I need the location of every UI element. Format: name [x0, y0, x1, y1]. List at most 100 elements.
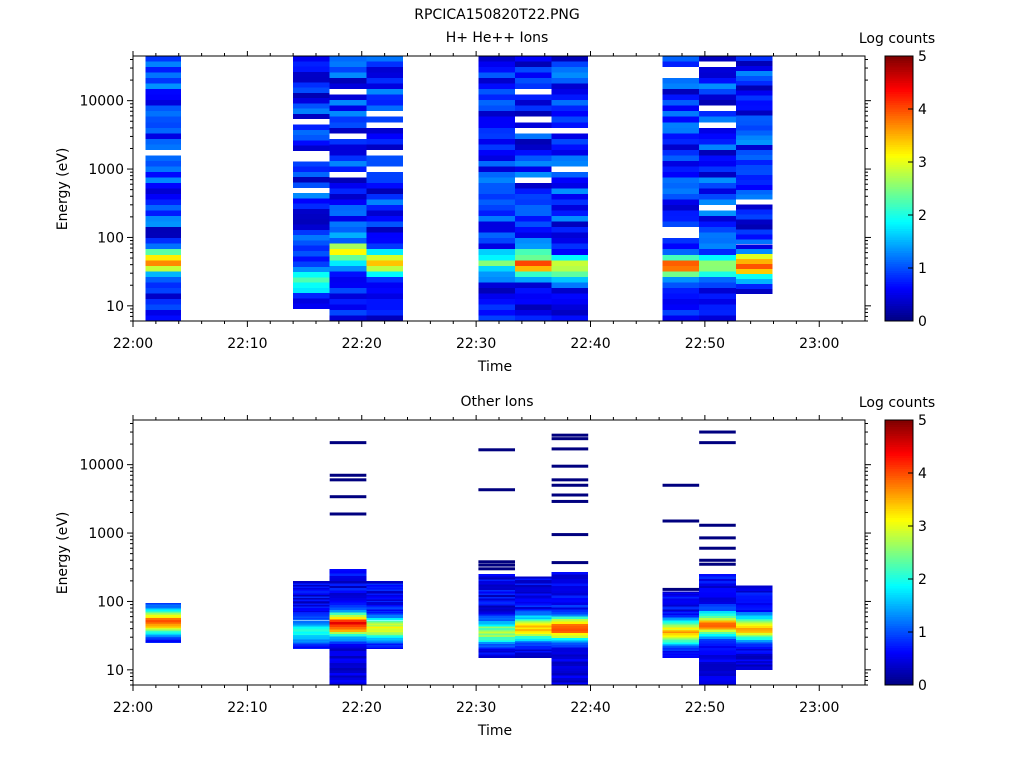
heatmap-cell: [551, 111, 589, 117]
heatmap-cell: [662, 171, 700, 178]
heatmap-cell: [662, 608, 700, 610]
heatmap-cell: [145, 210, 182, 217]
heatmap-cell: [551, 210, 589, 217]
heatmap-cell: [293, 625, 330, 627]
scan-1: [145, 56, 182, 321]
colorbar-swatch: [885, 464, 913, 467]
colorbar-swatch: [885, 73, 913, 77]
heatmap-cell: [478, 67, 516, 73]
colorbar-swatch: [885, 106, 913, 110]
heatmap-cell: [515, 576, 552, 579]
heatmap-cell: [329, 127, 367, 134]
heatmap-cell: [735, 647, 773, 649]
heatmap-cell: [662, 648, 700, 650]
heatmap-cell: [515, 602, 552, 604]
heatmap-cell: [515, 610, 552, 613]
heatmap-cell: [551, 614, 589, 617]
heatmap-cell: [366, 602, 403, 604]
heatmap-cell: [293, 606, 330, 608]
heatmap-cell: [478, 628, 516, 630]
heatmap-cell: [515, 578, 552, 581]
heatmap-cell: [366, 632, 403, 634]
colorbar-swatch: [885, 656, 913, 660]
heatmap-cell: [662, 287, 700, 294]
scan-5: [478, 574, 516, 658]
heatmap-cell: [293, 592, 330, 594]
heatmap-cell: [145, 630, 182, 632]
colorbar-swatch: [885, 201, 913, 205]
heatmap-cell: [366, 642, 403, 644]
heatmap-cell: [478, 83, 516, 90]
colorbar-tick-label: 5: [918, 413, 927, 429]
heatmap-cell: [662, 293, 700, 299]
heatmap-cell: [478, 586, 516, 589]
heatmap-cell: [515, 640, 552, 643]
heatmap-cell: [515, 622, 552, 624]
colorbar-swatch: [885, 470, 913, 474]
heatmap-cell: [293, 612, 330, 614]
heatmap-cell: [662, 188, 700, 195]
heatmap-cell: [293, 161, 330, 167]
heatmap-cell: [699, 116, 736, 123]
panel-h-he-ions-title: H+ He++ Ions: [446, 30, 549, 46]
sparse-count-line: [699, 536, 736, 540]
colorbar-swatch: [885, 102, 913, 106]
heatmap-cell: [699, 56, 736, 62]
heatmap-cell: [329, 590, 367, 594]
colorbar-swatch: [885, 234, 913, 238]
heatmap-cell: [478, 636, 516, 639]
heatmap-cell: [515, 591, 552, 594]
heatmap-cell: [329, 655, 367, 659]
heatmap-cell: [699, 171, 736, 178]
colorbar-swatch: [885, 550, 913, 554]
heatmap-cell: [551, 122, 589, 128]
heatmap-cell: [551, 149, 589, 156]
heatmap-cell: [699, 671, 736, 674]
heatmap-cell: [735, 654, 773, 656]
heatmap-cell: [699, 585, 736, 589]
heatmap-cell: [699, 673, 736, 676]
heatmap-cell: [735, 610, 773, 612]
colorbar-swatch: [885, 579, 913, 582]
heatmap-cell: [329, 593, 367, 596]
colorbar-swatch: [885, 457, 913, 461]
colorbar-swatch: [885, 543, 913, 547]
heatmap-cell: [145, 607, 182, 609]
colorbar-swatch: [885, 548, 913, 551]
heatmap-cell: [515, 210, 552, 217]
colorbar-swatch: [885, 422, 913, 426]
heatmap-cell: [551, 602, 589, 605]
colorbar-swatch: [885, 93, 913, 97]
heatmap-cell: [293, 585, 330, 587]
x-tick-label: 22:00: [113, 700, 153, 716]
colorbar-swatch: [885, 150, 913, 154]
heatmap-cell: [478, 649, 516, 651]
heatmap-cell: [699, 604, 736, 607]
heatmap-cell: [478, 89, 516, 95]
heatmap-cell: [366, 590, 403, 593]
heatmap-cell: [145, 116, 182, 123]
y-tick-label: 1000: [88, 526, 124, 542]
heatmap-cell: [515, 642, 552, 645]
colorbar-swatch: [885, 208, 913, 212]
heatmap-cell: [293, 637, 330, 640]
heatmap-cell: [293, 602, 330, 604]
heatmap-cell: [515, 249, 552, 255]
heatmap-cell: [293, 224, 330, 230]
heatmap-cell: [662, 149, 700, 156]
heatmap-cell: [145, 621, 182, 623]
heatmap-cell: [662, 624, 700, 626]
colorbar-swatch: [885, 294, 913, 298]
scan-6: [515, 576, 552, 658]
colorbar-swatch: [885, 585, 913, 589]
heatmap-cell: [735, 626, 773, 628]
heatmap-cell: [515, 221, 552, 228]
heatmap-cell: [145, 638, 182, 640]
colorbar-swatch: [885, 64, 913, 68]
heatmap-cell: [662, 617, 700, 620]
heatmap-cell: [699, 72, 736, 79]
heatmap-cell: [478, 624, 516, 627]
heatmap-cell: [145, 138, 182, 145]
colorbar-swatch: [885, 647, 913, 651]
heatmap-cell: [366, 605, 403, 607]
